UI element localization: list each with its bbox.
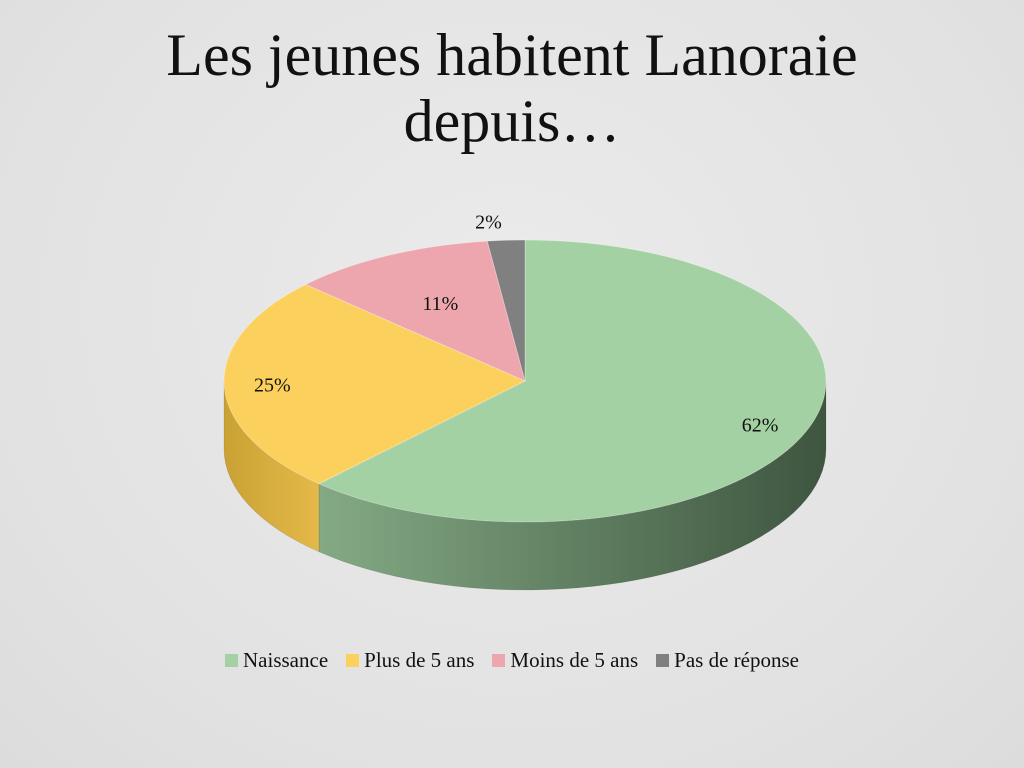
legend-swatch xyxy=(346,654,360,667)
pie-slice-naissance xyxy=(317,239,827,523)
legend-label: Plus de 5 ans xyxy=(364,648,475,672)
legend-label: Naissance xyxy=(243,648,329,672)
title-line-2: depuis… xyxy=(403,88,621,154)
legend-item-pas-de-reponse: Pas de réponse xyxy=(656,648,799,673)
data-label-plus-de-5-ans: 25% xyxy=(254,375,291,397)
page-title: Les jeunes habitent Lanoraie depuis… xyxy=(0,22,1024,154)
chart-legend: Naissance Plus de 5 ans Moins de 5 ans Pas … xyxy=(0,648,1024,673)
pie-slice-moins-de-5-ans xyxy=(304,240,526,382)
title-line-1: Les jeunes habitent Lanoraie xyxy=(166,22,858,88)
legend-swatch xyxy=(656,654,670,667)
legend-label: Pas de réponse xyxy=(674,648,799,672)
data-label-naissance: 62% xyxy=(742,415,779,437)
legend-swatch xyxy=(225,654,239,667)
legend-label: Moins de 5 ans xyxy=(510,648,639,672)
legend-item-moins-de-5-ans: Moins de 5 ans xyxy=(492,648,638,673)
data-label-moins-de-5-ans: 11% xyxy=(422,293,458,315)
data-label-pas-de-reponse: 2% xyxy=(475,212,502,234)
legend-swatch xyxy=(492,654,506,667)
pie-labels: 62% 25% 11% 2% xyxy=(254,212,778,437)
legend-item-plus-de-5-ans: Plus de 5 ans xyxy=(346,648,474,673)
pie-slice-pas-de-reponse xyxy=(486,239,526,382)
pie-slice-plus-de-5-ans xyxy=(223,284,526,485)
pie-tops xyxy=(223,239,827,523)
legend-item-naissance: Naissance xyxy=(225,648,328,673)
